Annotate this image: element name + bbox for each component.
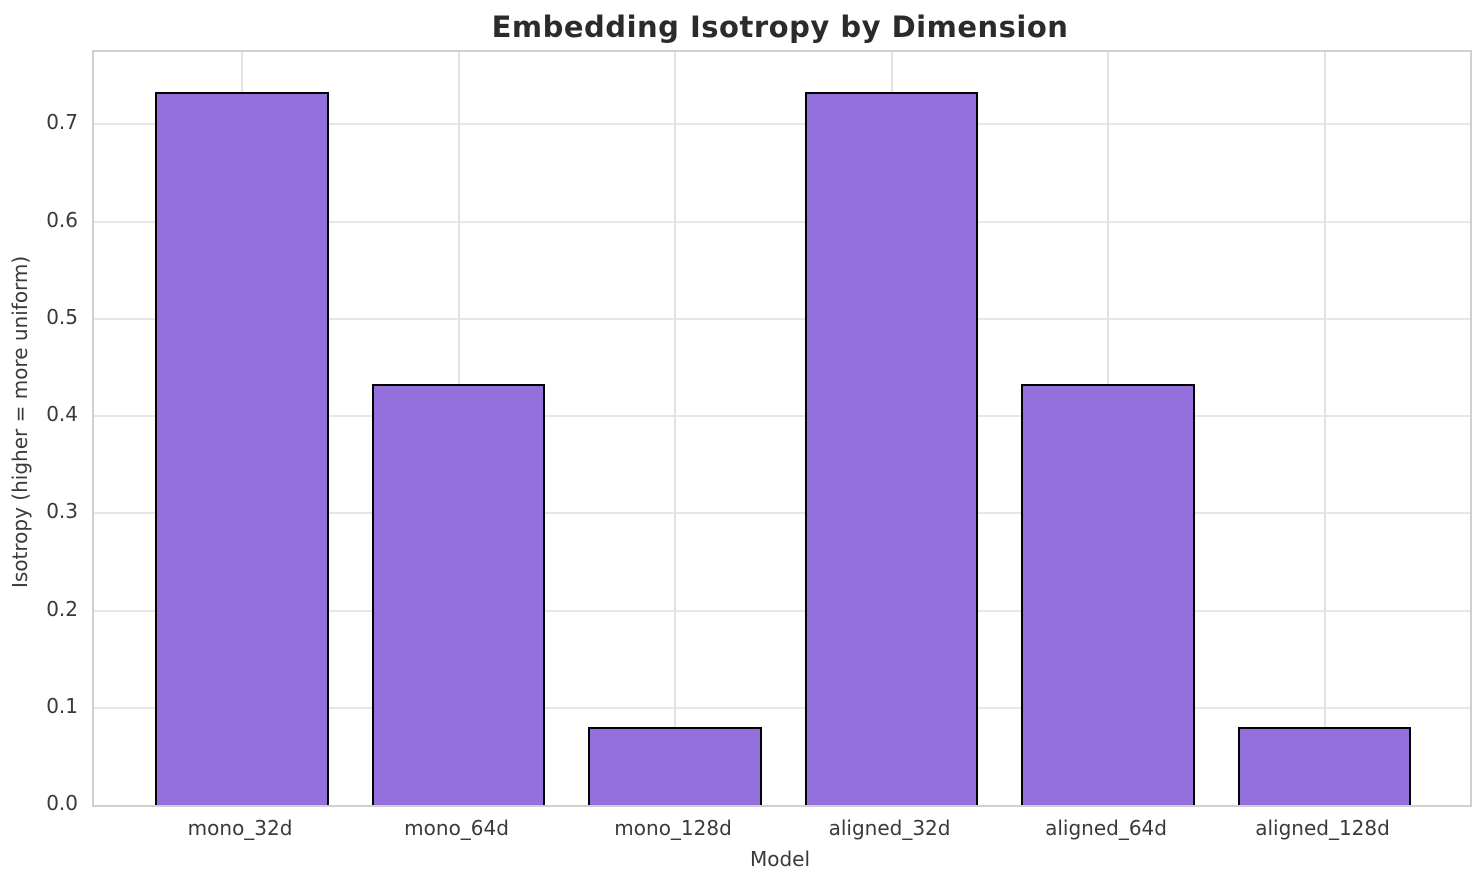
y-gridline <box>94 123 1470 126</box>
bar-aligned_32d <box>804 92 979 805</box>
y-gridline <box>94 512 1470 515</box>
y-tick-label: 0.4 <box>46 402 78 427</box>
x-tick-label: mono_64d <box>404 816 509 840</box>
y-gridline <box>94 706 1470 709</box>
plot-area <box>92 50 1472 807</box>
x-tick-label: aligned_64d <box>1045 816 1167 840</box>
bar-aligned_128d <box>1237 727 1412 805</box>
y-gridline <box>94 220 1470 223</box>
y-tick-label: 0.0 <box>46 791 78 815</box>
bar-mono_64d <box>371 384 546 805</box>
chart-title: Embedding Isotropy by Dimension <box>491 10 1069 44</box>
y-tick-label: 0.2 <box>46 596 78 621</box>
y-tick-label: 0.5 <box>46 304 78 329</box>
x-axis-label: Model <box>749 847 811 871</box>
bar-mono_32d <box>155 92 329 805</box>
x-tick-label: mono_128d <box>614 816 732 840</box>
x-gridline <box>674 52 677 805</box>
y-tick-label: 0.7 <box>46 110 78 135</box>
x-gridline <box>1323 52 1326 805</box>
y-gridline <box>94 609 1470 612</box>
y-gridline <box>94 415 1470 418</box>
bar-aligned_64d <box>1021 384 1195 805</box>
x-tick-label: aligned_32d <box>828 816 951 840</box>
y-tick-label: 0.1 <box>46 693 78 718</box>
x-tick-label: aligned_128d <box>1255 816 1390 840</box>
y-tick-label: 0.6 <box>46 207 78 232</box>
x-tick-label: mono_32d <box>187 816 293 840</box>
bar-mono_128d <box>588 727 762 805</box>
y-gridline <box>94 317 1470 320</box>
y-tick-label: 0.3 <box>46 499 78 524</box>
